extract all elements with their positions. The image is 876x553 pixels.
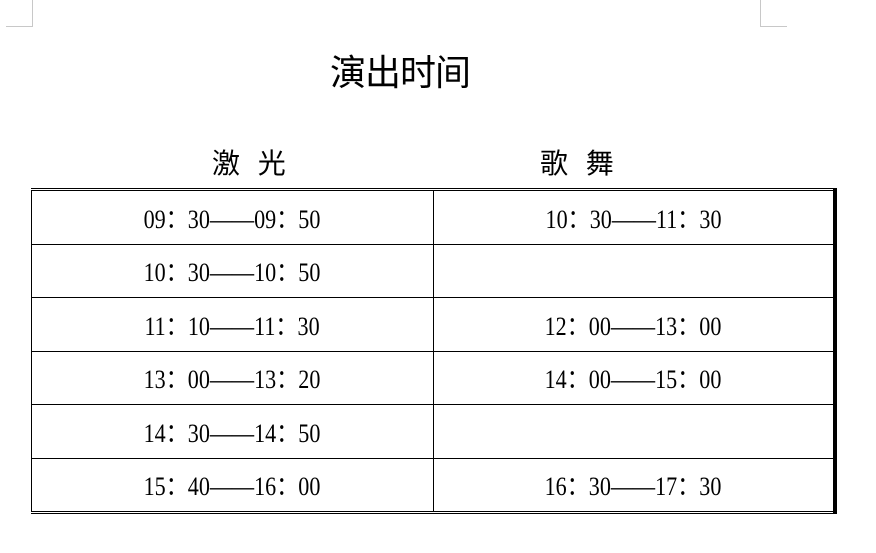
dance-time-cell: 16：30——17：30 bbox=[432, 457, 836, 513]
laser-time-cell: 09：30——09：50 bbox=[31, 189, 434, 245]
table-row: 13：00——13：20 14：00——15：00 bbox=[31, 350, 836, 405]
laser-time-cell: 13：00——13：20 bbox=[31, 350, 434, 405]
time-range: 11：10——11：30 bbox=[144, 311, 320, 341]
dance-time-cell bbox=[432, 404, 836, 459]
laser-time-cell: 11：10——11：30 bbox=[31, 297, 434, 352]
time-range: 13：00——13：20 bbox=[143, 365, 321, 395]
table-row: 11：10——11：30 12：00——13：00 bbox=[31, 297, 836, 352]
dance-time-cell: 12：00——13：00 bbox=[432, 297, 836, 352]
page-corner-mark bbox=[760, 0, 787, 27]
dance-time-cell: 10：30——11：30 bbox=[432, 189, 836, 245]
schedule-table: 09：30——09：50 10：30——11：30 10：30——10：50 11：1… bbox=[31, 188, 837, 514]
time-range: 09：30——09：50 bbox=[143, 204, 321, 234]
laser-time-cell: 14：30——14：50 bbox=[31, 404, 434, 459]
time-range: 12：00——13：00 bbox=[544, 311, 722, 341]
table-row: 10：30——10：50 bbox=[31, 243, 836, 298]
column-header-dance: 歌 舞 bbox=[540, 147, 614, 180]
laser-time-cell: 15：40——16：00 bbox=[31, 457, 434, 513]
table-row: 14：30——14：50 bbox=[31, 404, 836, 459]
column-header-laser: 激 光 bbox=[212, 147, 286, 180]
table-row: 09：30——09：50 10：30——11：30 bbox=[31, 189, 836, 245]
time-range: 15：40——16：00 bbox=[143, 472, 321, 502]
time-range: 16：30——17：30 bbox=[544, 472, 722, 502]
time-range: 14：00——15：00 bbox=[544, 365, 722, 395]
time-range: 10：30——11：30 bbox=[545, 204, 722, 234]
dance-time-cell: 14：00——15：00 bbox=[432, 350, 836, 405]
time-range: 10：30——10：50 bbox=[143, 258, 321, 288]
page-title: 演出时间 bbox=[329, 53, 471, 94]
laser-time-cell: 10：30——10：50 bbox=[31, 243, 434, 298]
time-range: 14：30——14：50 bbox=[143, 418, 321, 448]
dance-time-cell bbox=[432, 243, 836, 298]
page-corner-mark bbox=[6, 0, 33, 27]
table-row: 15：40——16：00 16：30——17：30 bbox=[31, 457, 836, 513]
